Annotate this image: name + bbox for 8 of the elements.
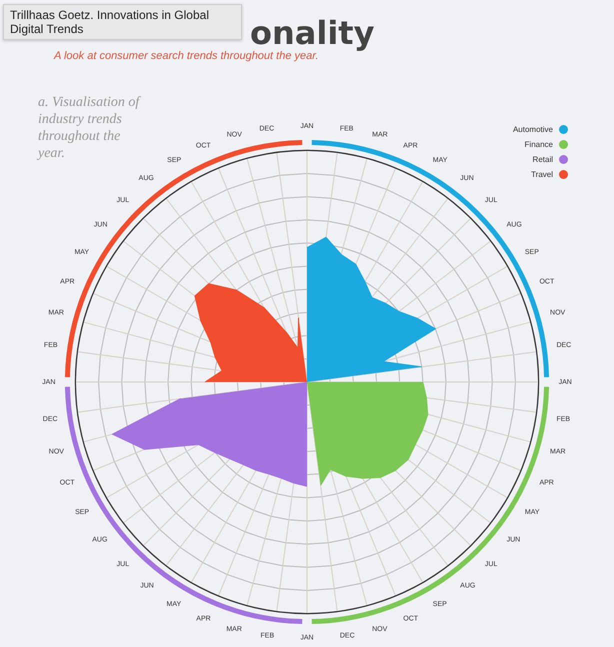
chart-subtitle: A look at consumer search trends throughout the year. [54,50,319,62]
legend-label: Finance [524,140,553,149]
text: Trillhaas Goetz. Innovations in Global Digital Trends [3,4,242,40]
chart-title: onality [250,14,374,52]
legend-label: Travel [531,170,553,179]
text: a. Visualisation of industry trends throughout the year. [38,94,142,162]
legend-label: Retail [532,155,553,164]
legend-label: Automotive [512,125,553,134]
